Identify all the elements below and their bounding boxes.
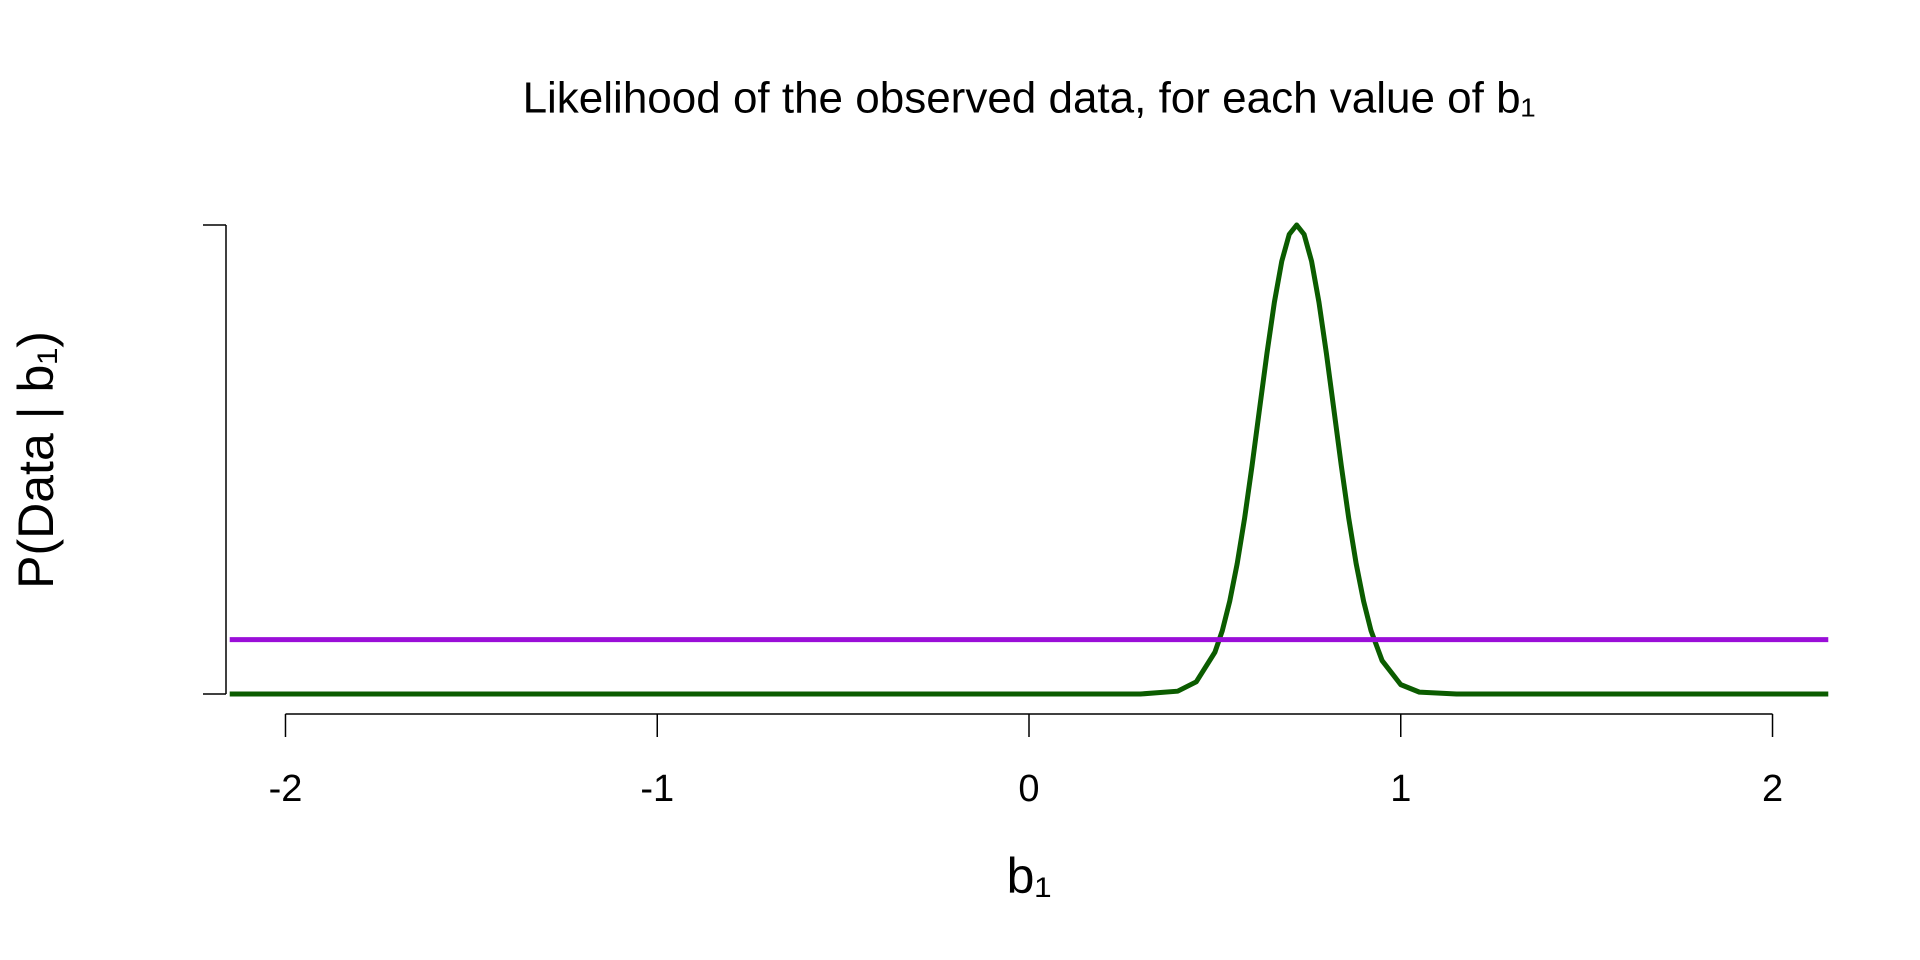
x-tick-label: -1 — [640, 768, 674, 810]
x-tick-label: 2 — [1762, 768, 1783, 810]
x-axis-label: b₁ — [1007, 848, 1052, 904]
x-tick-label: 1 — [1390, 768, 1411, 810]
chart-title: Likelihood of the observed data, for eac… — [523, 74, 1536, 123]
line-series — [229, 222, 1829, 697]
y-axis-label: P(Data | b₁) — [8, 331, 64, 589]
x-tick-label: 0 — [1018, 768, 1039, 810]
x-tick-label: -2 — [269, 768, 303, 810]
